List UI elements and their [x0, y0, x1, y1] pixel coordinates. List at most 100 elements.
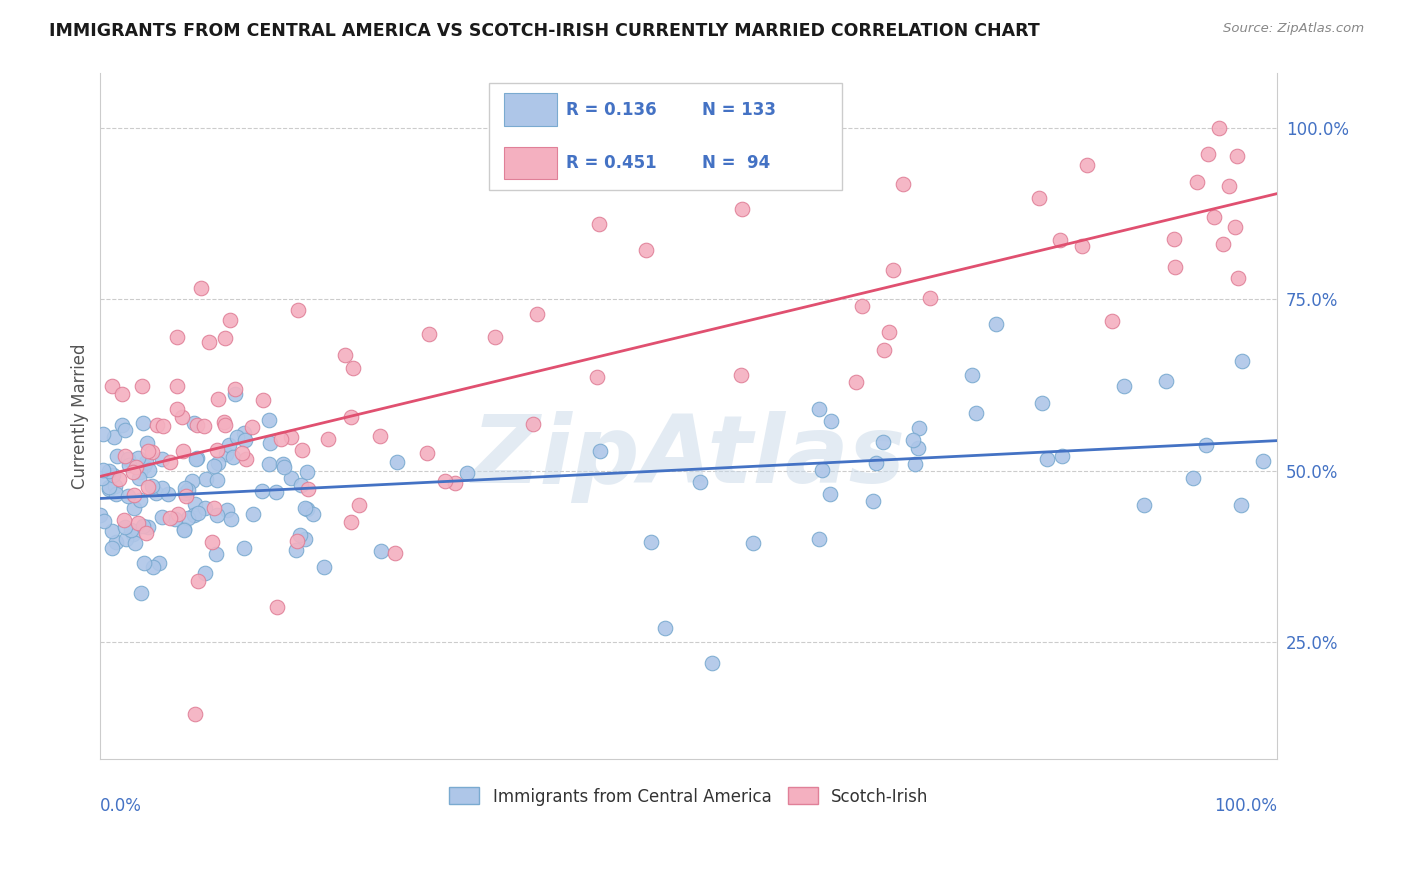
- Point: [222, 450, 245, 464]
- Point: [125, 460, 148, 475]
- Point: [129, 465, 152, 479]
- Point: [901, 433, 924, 447]
- Point: [205, 473, 228, 487]
- Point: [242, 508, 264, 522]
- Point: [297, 482, 319, 496]
- Point: [197, 334, 219, 349]
- Point: [918, 291, 941, 305]
- Point: [172, 443, 194, 458]
- Point: [150, 452, 173, 467]
- Point: [1208, 120, 1230, 135]
- Point: [240, 420, 263, 434]
- Point: [124, 536, 146, 550]
- Point: [1218, 179, 1240, 194]
- Point: [156, 486, 179, 500]
- Point: [93, 514, 115, 528]
- Point: [122, 466, 145, 480]
- Point: [150, 510, 173, 524]
- Point: [807, 532, 830, 546]
- Point: [368, 428, 391, 442]
- Point: [159, 511, 181, 525]
- FancyBboxPatch shape: [505, 94, 557, 127]
- Point: [97, 465, 120, 479]
- Y-axis label: Currently Married: Currently Married: [72, 343, 89, 489]
- Point: [186, 450, 208, 465]
- Point: [131, 586, 153, 600]
- Point: [872, 435, 894, 450]
- Point: [433, 474, 456, 488]
- Point: [101, 379, 124, 393]
- Point: [297, 502, 319, 516]
- Point: [136, 479, 159, 493]
- Point: [851, 299, 873, 313]
- Point: [90, 471, 112, 485]
- Point: [117, 452, 139, 467]
- Point: [865, 456, 887, 470]
- Point: [128, 471, 150, 485]
- Point: [297, 465, 319, 479]
- Point: [1202, 210, 1225, 224]
- Point: [214, 447, 236, 461]
- Point: [224, 382, 246, 396]
- Point: [138, 463, 160, 477]
- Point: [252, 483, 274, 498]
- Point: [132, 556, 155, 570]
- Point: [214, 418, 236, 433]
- Point: [862, 494, 884, 508]
- Point: [634, 244, 657, 258]
- Point: [187, 507, 209, 521]
- Point: [112, 513, 135, 527]
- Point: [820, 414, 842, 428]
- Point: [266, 600, 288, 615]
- Point: [135, 435, 157, 450]
- Point: [877, 325, 900, 339]
- Point: [101, 541, 124, 555]
- Point: [731, 202, 754, 216]
- Point: [181, 474, 204, 488]
- Point: [194, 566, 217, 581]
- Point: [588, 443, 610, 458]
- Point: [159, 455, 181, 469]
- Point: [522, 417, 544, 431]
- Point: [184, 452, 207, 467]
- Text: N =  94: N = 94: [702, 154, 770, 172]
- Point: [97, 482, 120, 496]
- Point: [1226, 271, 1249, 285]
- Point: [640, 535, 662, 549]
- Point: [456, 466, 478, 480]
- Point: [1049, 233, 1071, 247]
- Point: [122, 501, 145, 516]
- Point: [270, 432, 292, 446]
- Point: [114, 519, 136, 533]
- Point: [166, 379, 188, 393]
- Point: [288, 528, 311, 542]
- FancyBboxPatch shape: [505, 146, 557, 179]
- Point: [342, 361, 364, 376]
- Point: [1156, 375, 1178, 389]
- Point: [152, 418, 174, 433]
- Point: [186, 418, 208, 433]
- Point: [101, 524, 124, 539]
- Point: [148, 556, 170, 570]
- Point: [131, 378, 153, 392]
- Point: [845, 375, 868, 389]
- Point: [960, 368, 983, 382]
- Point: [145, 486, 167, 500]
- Point: [1197, 146, 1219, 161]
- Point: [689, 475, 711, 489]
- Point: [811, 462, 834, 476]
- Point: [273, 460, 295, 475]
- Point: [93, 426, 115, 441]
- Point: [127, 516, 149, 530]
- Point: [166, 330, 188, 344]
- Point: [1052, 449, 1074, 463]
- Point: [214, 330, 236, 344]
- Point: [1163, 260, 1185, 274]
- Point: [190, 281, 212, 295]
- Point: [340, 410, 363, 425]
- Point: [872, 343, 894, 357]
- Point: [312, 559, 335, 574]
- Legend: Immigrants from Central America, Scotch-Irish: Immigrants from Central America, Scotch-…: [443, 780, 935, 813]
- Point: [205, 443, 228, 458]
- Point: [907, 441, 929, 455]
